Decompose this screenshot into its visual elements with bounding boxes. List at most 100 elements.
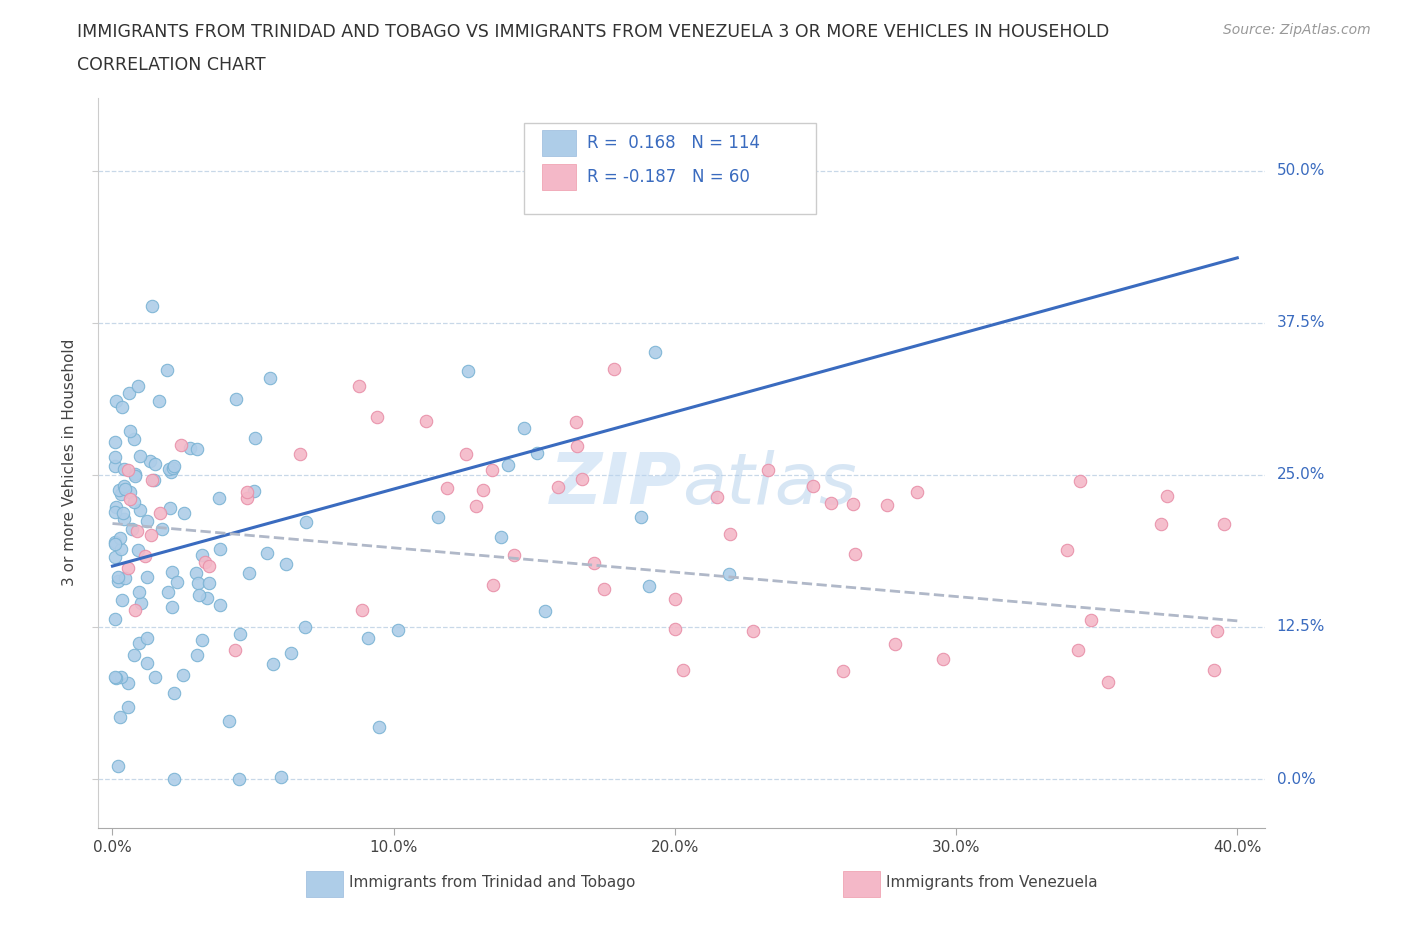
- Point: [489, 530, 512, 545]
- Point: [194, 554, 217, 569]
- Point: [195, 591, 218, 605]
- Point: [820, 496, 842, 511]
- Point: [564, 415, 586, 430]
- Text: Immigrants from Venezuela: Immigrants from Venezuela: [886, 875, 1098, 890]
- Point: [156, 363, 179, 378]
- FancyBboxPatch shape: [844, 870, 880, 897]
- Point: [124, 468, 146, 483]
- Point: [876, 498, 898, 512]
- Point: [706, 490, 728, 505]
- Point: [124, 432, 146, 446]
- Point: [567, 439, 589, 454]
- Point: [526, 445, 548, 460]
- Point: [482, 578, 505, 592]
- Point: [148, 393, 170, 408]
- Text: IMMIGRANTS FROM TRINIDAD AND TOBAGO VS IMMIGRANTS FROM VENEZUELA 3 OR MORE VEHIC: IMMIGRANTS FROM TRINIDAD AND TOBAGO VS I…: [77, 23, 1109, 41]
- Text: 0.0%: 0.0%: [1277, 772, 1315, 787]
- Point: [110, 400, 132, 415]
- Point: [188, 588, 211, 603]
- Point: [498, 458, 520, 472]
- Point: [842, 497, 865, 512]
- Point: [157, 584, 180, 599]
- Point: [1150, 517, 1173, 532]
- Point: [884, 636, 907, 651]
- Point: [173, 506, 195, 521]
- Point: [1202, 662, 1225, 677]
- Point: [135, 656, 157, 671]
- Point: [108, 530, 131, 545]
- Point: [637, 579, 659, 594]
- Point: [172, 667, 194, 682]
- Point: [259, 370, 281, 385]
- Point: [104, 671, 127, 685]
- Point: [844, 547, 866, 562]
- Point: [427, 510, 450, 525]
- Point: [465, 498, 488, 513]
- Point: [187, 576, 209, 591]
- Text: R =  0.168   N = 114: R = 0.168 N = 114: [588, 134, 761, 152]
- Point: [127, 379, 149, 394]
- Point: [107, 574, 129, 589]
- Text: 25.0%: 25.0%: [1277, 468, 1324, 483]
- Point: [280, 646, 302, 661]
- Point: [110, 670, 132, 684]
- Point: [117, 462, 139, 477]
- Point: [157, 461, 180, 476]
- Point: [664, 621, 686, 636]
- Point: [236, 485, 259, 499]
- Point: [128, 503, 150, 518]
- Text: R = -0.187   N = 60: R = -0.187 N = 60: [588, 168, 751, 186]
- Point: [170, 438, 193, 453]
- Point: [149, 506, 172, 521]
- Point: [198, 575, 221, 590]
- Point: [104, 499, 127, 514]
- Point: [117, 675, 139, 690]
- Point: [457, 364, 479, 379]
- Point: [111, 506, 134, 521]
- Point: [603, 362, 626, 377]
- Point: [179, 441, 201, 456]
- Point: [295, 514, 318, 529]
- Point: [124, 603, 146, 618]
- FancyBboxPatch shape: [524, 123, 815, 215]
- Point: [160, 464, 183, 479]
- Point: [136, 513, 159, 528]
- Point: [104, 670, 127, 684]
- Point: [120, 423, 142, 438]
- Point: [276, 556, 298, 571]
- Point: [208, 541, 231, 556]
- Text: 12.5%: 12.5%: [1277, 619, 1324, 634]
- Point: [387, 623, 409, 638]
- Point: [128, 448, 150, 463]
- Point: [1056, 542, 1078, 557]
- Point: [208, 598, 231, 613]
- Point: [644, 345, 666, 360]
- Point: [218, 714, 240, 729]
- Point: [121, 522, 143, 537]
- Point: [114, 570, 136, 585]
- Point: [832, 663, 855, 678]
- Point: [415, 413, 437, 428]
- Point: [141, 527, 163, 542]
- Point: [472, 483, 495, 498]
- Point: [664, 591, 686, 606]
- Point: [235, 490, 257, 505]
- Point: [718, 566, 741, 581]
- Point: [104, 535, 127, 550]
- Point: [288, 446, 311, 461]
- Point: [104, 450, 127, 465]
- Point: [718, 527, 741, 542]
- Text: Immigrants from Trinidad and Tobago: Immigrants from Trinidad and Tobago: [349, 875, 636, 890]
- Point: [143, 670, 166, 684]
- Text: atlas: atlas: [682, 450, 856, 519]
- Point: [110, 710, 132, 724]
- Point: [117, 560, 139, 575]
- Point: [160, 600, 183, 615]
- Point: [224, 643, 246, 658]
- Point: [127, 542, 149, 557]
- Point: [243, 484, 266, 498]
- Point: [134, 549, 156, 564]
- Point: [110, 486, 132, 501]
- Point: [741, 624, 763, 639]
- Point: [238, 565, 260, 580]
